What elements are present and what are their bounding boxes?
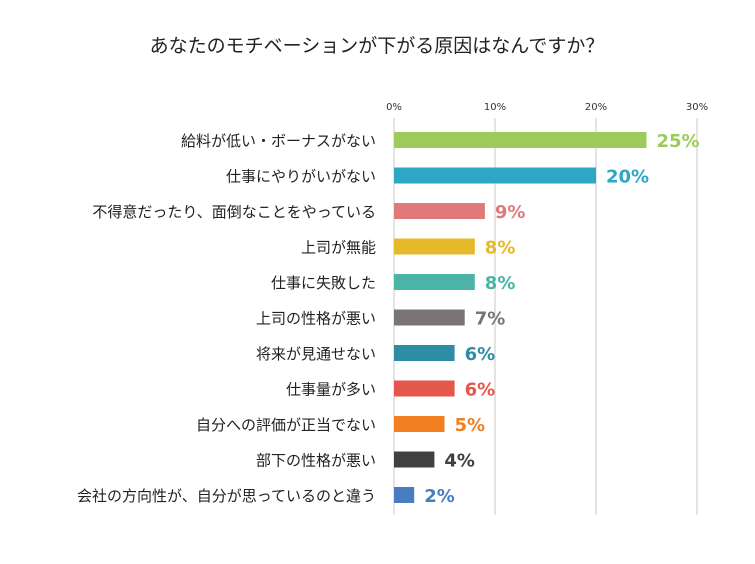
- bar: [394, 487, 415, 503]
- bar: [394, 132, 647, 148]
- bar: [394, 203, 485, 219]
- bar: [394, 274, 475, 290]
- value-label: 8%: [485, 273, 516, 294]
- category-label: 上司の性格が悪い: [256, 310, 376, 328]
- category-label: 会社の方向性が、自分が思っているのと違う: [77, 487, 376, 505]
- bar: [394, 380, 455, 397]
- category-label: 給料が低い・ボーナスがない: [181, 132, 376, 150]
- bar: [394, 167, 596, 184]
- value-label: 25%: [657, 131, 700, 152]
- value-label: 4%: [444, 451, 475, 472]
- category-label: 自分への評価が正当でない: [196, 416, 376, 434]
- value-label: 6%: [465, 344, 496, 365]
- x-tick-label: 20%: [585, 102, 607, 113]
- chart-title: あなたのモチベーションが下がる原因はなんですか？: [150, 35, 605, 57]
- category-label: 部下の性格が悪い: [256, 452, 376, 470]
- bar: [394, 451, 435, 468]
- bars: [394, 132, 647, 503]
- value-label: 7%: [475, 309, 506, 330]
- value-labels: 25% 20% 9% 8% 8% 7% 6% 6% 5% 4% 2%: [424, 131, 699, 507]
- bar: [394, 345, 455, 361]
- value-label: 6%: [465, 380, 496, 401]
- bar: [394, 309, 465, 326]
- x-tick-label: 10%: [484, 102, 506, 113]
- x-axis-ticks: 0% 10% 20% 30%: [386, 102, 708, 113]
- x-tick-label: 30%: [686, 102, 708, 113]
- category-label: 上司が無能: [301, 239, 376, 257]
- bar: [394, 416, 445, 432]
- category-label: 不得意だったり、面倒なことをやっている: [92, 203, 376, 221]
- x-tick-label: 0%: [386, 102, 402, 113]
- value-label: 20%: [606, 167, 649, 188]
- category-labels: 給料が低い・ボーナスがない仕事にやりがいがない不得意だったり、面倒なことをやって…: [77, 132, 376, 505]
- category-label: 仕事量が多い: [286, 381, 376, 399]
- category-label: 仕事にやりがいがない: [226, 168, 376, 186]
- category-label: 仕事に失敗した: [271, 274, 376, 292]
- value-label: 8%: [485, 238, 516, 259]
- bar: [394, 238, 475, 255]
- value-label: 2%: [424, 486, 455, 507]
- category-label: 将来が見通せない: [256, 345, 376, 363]
- value-label: 9%: [495, 202, 526, 223]
- value-label: 5%: [455, 415, 486, 436]
